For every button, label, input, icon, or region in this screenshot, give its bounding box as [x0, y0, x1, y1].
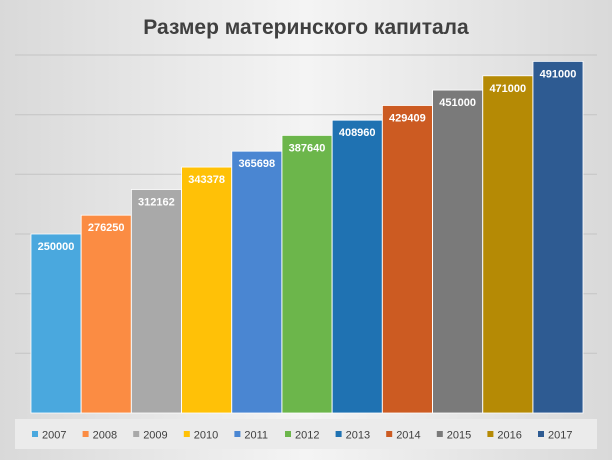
- bars: [30, 61, 584, 414]
- legend-entry-2013: 2013: [346, 430, 370, 442]
- legend-swatch-2012: [285, 431, 291, 437]
- legend-entry-2010: 2010: [194, 430, 218, 442]
- bar-2016: [482, 75, 534, 414]
- legend-entry-2017: 2017: [548, 430, 572, 442]
- data-label-2017: 491000: [540, 68, 577, 80]
- bar-2010: [181, 166, 233, 414]
- legend-swatch-2013: [335, 431, 342, 437]
- data-label-2009: 312162: [138, 197, 175, 209]
- bar-2014: [381, 105, 433, 414]
- legend-entry-2012: 2012: [295, 430, 319, 442]
- chart-title: Размер материнского капитала: [143, 16, 469, 39]
- legend-swatch-2014: [386, 431, 393, 437]
- bar-2015: [432, 89, 484, 414]
- data-label-2013: 408960: [339, 127, 376, 139]
- data-label-2010: 343378: [188, 174, 225, 186]
- legend-swatch-2010: [183, 431, 190, 437]
- data-label-2015: 451000: [439, 97, 476, 109]
- bar-2012: [281, 134, 333, 414]
- legend-entry-2009: 2009: [143, 430, 167, 442]
- bar-2009: [130, 189, 182, 414]
- bar-2007: [30, 233, 82, 414]
- data-labels: 250000 276250 312162 343378 365698 387640 4089…: [38, 68, 577, 253]
- legend-entry-2011: 2011: [244, 430, 268, 442]
- legend-swatch-2016: [487, 431, 494, 437]
- legend-entry-2016: 2016: [497, 430, 521, 442]
- bar-2013: [331, 119, 383, 414]
- legend-box: [15, 419, 597, 449]
- legend-entry-2008: 2008: [93, 430, 117, 442]
- legend-swatch-2008: [82, 431, 89, 437]
- legend: 2007 2008 2009 2010 2011 2012 2013 2014 2015 2016…: [15, 419, 597, 449]
- data-label-2016: 471000: [489, 83, 526, 95]
- legend-swatch-2017: [538, 431, 544, 437]
- legend-swatch-2007: [32, 431, 38, 437]
- legend-entry-2007: 2007: [42, 430, 66, 442]
- bar-2008: [80, 214, 132, 414]
- data-label-2007: 250000: [38, 241, 75, 253]
- legend-swatch-2011: [234, 431, 241, 437]
- data-label-2014: 429409: [389, 113, 426, 125]
- data-label-2008: 276250: [88, 222, 125, 234]
- legend-swatch-2009: [133, 431, 140, 437]
- bar-2017: [532, 61, 584, 414]
- data-label-2011: 365698: [238, 158, 275, 170]
- bar-2011: [231, 150, 283, 414]
- legend-entry-2014: 2014: [396, 430, 420, 442]
- legend-entry-2015: 2015: [447, 430, 471, 442]
- data-label-2012: 387640: [289, 142, 326, 154]
- legend-swatch-2015: [436, 431, 443, 437]
